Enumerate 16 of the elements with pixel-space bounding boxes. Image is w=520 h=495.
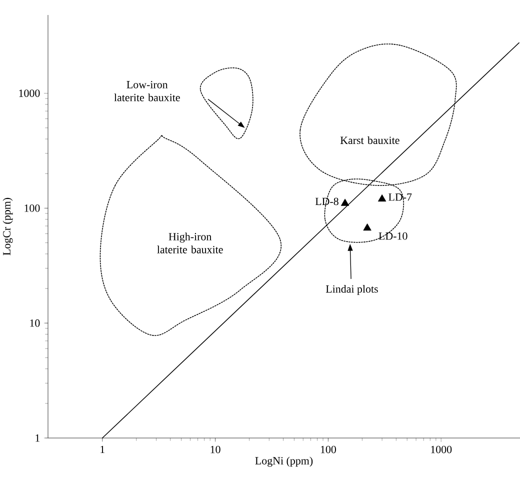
annotation: LD-7: [388, 193, 412, 201]
x-tick-label: 1: [100, 446, 104, 454]
y-tick-label: 100: [24, 204, 40, 212]
annotation: High-iron laterite bauxite: [157, 232, 223, 254]
x-tick-label: 1000: [431, 446, 452, 454]
y-tick-label: 1: [36, 434, 40, 442]
annotation: LD-8: [315, 198, 338, 206]
x-tick-label: 100: [320, 446, 336, 454]
x-tick-label: 10: [210, 446, 220, 454]
y-tick-label: 1000: [19, 90, 40, 97]
annotation: Low-iron laterite bauxite: [114, 80, 180, 102]
y-axis-title: LogCr (ppm): [2, 198, 13, 256]
y-tick-label: 10: [30, 319, 40, 327]
annotation: Lindai plots: [326, 284, 378, 295]
x-axis-title: LogNi (ppm): [255, 456, 313, 467]
annotation: Karst bauxite: [340, 136, 400, 144]
